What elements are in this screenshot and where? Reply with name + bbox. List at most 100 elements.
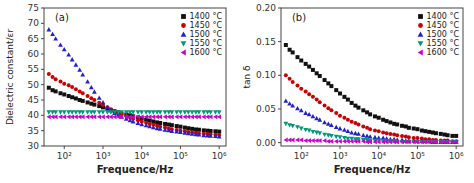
point: [66, 52, 71, 56]
point: [400, 134, 404, 138]
y-tick-label: 40: [28, 110, 40, 120]
point: [407, 126, 411, 130]
x-tick: [219, 146, 220, 149]
series: [283, 122, 458, 144]
point: [163, 114, 167, 119]
point: [201, 133, 206, 137]
point: [139, 110, 144, 114]
y-tick: [41, 146, 44, 147]
point: [67, 83, 71, 87]
point: [350, 101, 354, 105]
point: [329, 108, 333, 112]
x-tick: [64, 146, 65, 149]
point: [368, 112, 372, 116]
point: [295, 125, 300, 129]
series: [283, 98, 458, 143]
point: [423, 140, 427, 145]
point: [217, 134, 222, 138]
point: [377, 116, 381, 120]
x-tick: [456, 146, 457, 149]
point: [208, 110, 213, 114]
point: [446, 133, 450, 137]
point: [323, 104, 327, 108]
point: [400, 140, 405, 144]
point: [97, 114, 101, 119]
point: [175, 124, 179, 128]
legend-label: 1550 °C: [190, 39, 223, 48]
point: [131, 119, 136, 123]
point: [438, 140, 442, 145]
point: [384, 140, 388, 145]
point: [283, 138, 287, 143]
point: [334, 125, 339, 129]
legend-label: 1500 °C: [190, 30, 223, 39]
point: [158, 110, 163, 114]
x-tick-label: 10²: [294, 151, 309, 161]
point: [450, 140, 455, 144]
point: [373, 129, 377, 133]
point: [385, 131, 389, 135]
x-tick-label: 10³: [332, 151, 347, 161]
point: [213, 110, 218, 114]
point: [151, 110, 156, 114]
point: [151, 125, 156, 129]
point: [92, 110, 97, 114]
point: [74, 96, 78, 100]
point: [415, 140, 420, 144]
point: [311, 138, 315, 143]
point: [174, 114, 178, 119]
point: [388, 120, 392, 124]
point: [415, 127, 419, 131]
legend-label: 1400 °C: [427, 12, 460, 21]
point: [70, 95, 74, 99]
x-tick-label: 10⁵: [410, 151, 425, 161]
point: [307, 138, 311, 143]
series: [283, 138, 458, 145]
y-tick: [278, 142, 281, 143]
y-tick-label: 45: [28, 95, 39, 105]
y-tick-label: 0.00: [256, 138, 276, 148]
point: [217, 114, 221, 119]
annotation: (b): [292, 12, 306, 23]
point: [439, 132, 443, 136]
y-tick-label: 75: [28, 3, 39, 13]
point: [304, 62, 308, 66]
point: [323, 78, 327, 82]
y-tick-label: 70: [28, 18, 40, 28]
point: [119, 114, 123, 119]
point: [311, 130, 316, 134]
point: [58, 91, 62, 95]
legend-symbol: [418, 23, 423, 28]
point: [411, 140, 416, 144]
point: [326, 121, 331, 125]
point: [92, 89, 97, 93]
point: [415, 140, 419, 145]
point: [186, 110, 191, 114]
point: [178, 110, 183, 114]
series: [284, 43, 458, 138]
point: [317, 117, 322, 121]
y-tick-label: 0.20: [256, 3, 276, 13]
point: [186, 126, 190, 130]
point: [67, 94, 71, 98]
point: [438, 140, 443, 144]
point: [70, 85, 74, 89]
legend-label: 1400 °C: [190, 12, 223, 21]
point: [178, 130, 183, 134]
legend-symbol: [181, 41, 187, 46]
point: [178, 114, 182, 119]
point: [400, 124, 404, 128]
y-tick-label: 30: [28, 141, 40, 151]
point: [307, 65, 311, 69]
point: [361, 133, 366, 137]
point: [400, 140, 404, 145]
point: [101, 100, 106, 104]
point: [322, 133, 327, 137]
point: [70, 110, 75, 114]
point: [163, 122, 167, 126]
annotation: (a): [55, 12, 69, 23]
point: [381, 118, 385, 122]
legend-label: 1500 °C: [427, 30, 460, 39]
point: [190, 114, 194, 119]
point: [74, 110, 79, 114]
